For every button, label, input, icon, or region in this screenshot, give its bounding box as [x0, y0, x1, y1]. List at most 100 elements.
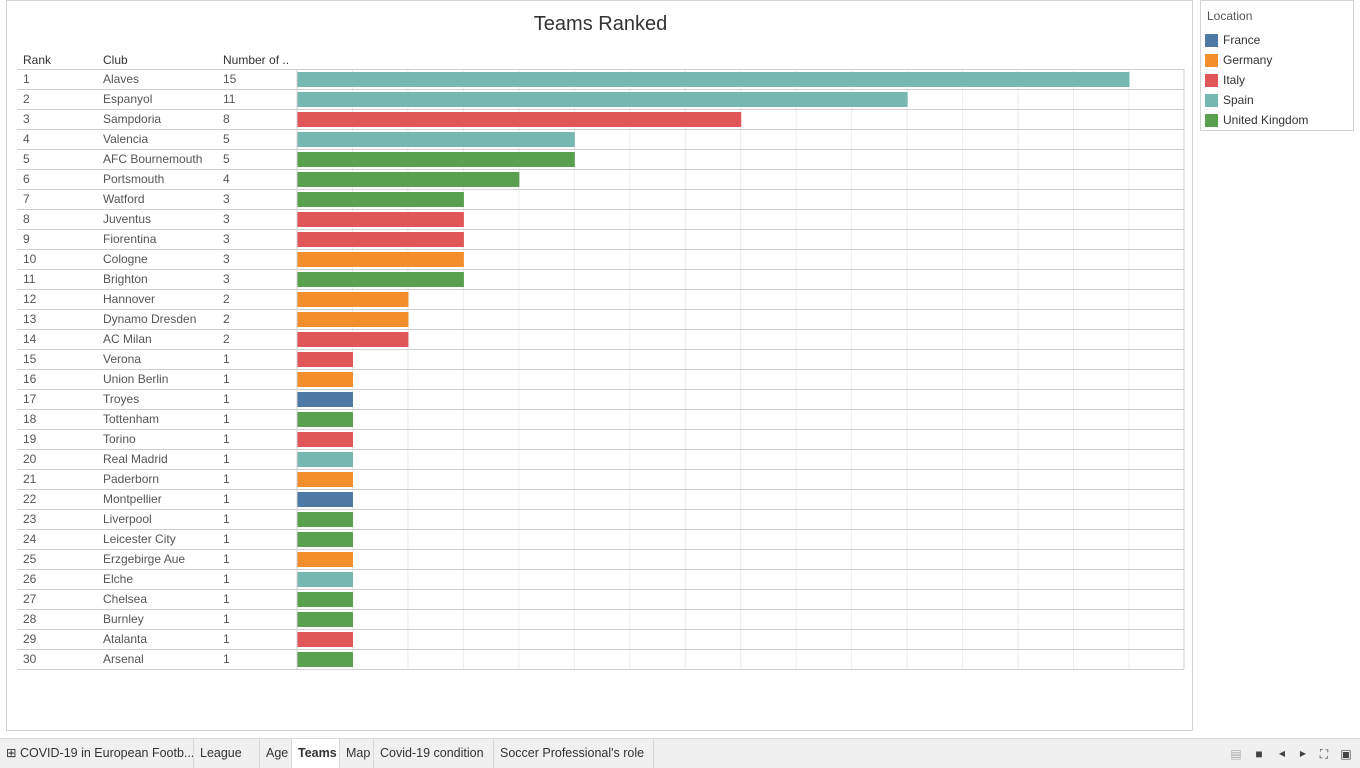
- bar[interactable]: [297, 232, 464, 247]
- value-label: 5: [223, 152, 230, 166]
- value-label: 1: [223, 452, 230, 466]
- bar[interactable]: [297, 532, 353, 547]
- tab-soccer-professional-s-role[interactable]: Soccer Professional's role: [494, 739, 654, 768]
- bar[interactable]: [297, 152, 575, 167]
- bar[interactable]: [297, 332, 409, 347]
- bar[interactable]: [297, 192, 464, 207]
- bar[interactable]: [297, 612, 353, 627]
- tab-age[interactable]: Age: [260, 739, 292, 768]
- bar[interactable]: [297, 92, 908, 107]
- bar[interactable]: [297, 572, 353, 587]
- value-label: 3: [223, 192, 230, 206]
- legend-swatch: [1205, 54, 1218, 67]
- bar[interactable]: [297, 292, 409, 307]
- tab-covid-19-condition[interactable]: Covid-19 condition: [374, 739, 494, 768]
- bar[interactable]: [297, 652, 353, 667]
- tabs-view-icon[interactable]: ■: [1255, 747, 1263, 761]
- legend-swatch: [1205, 34, 1218, 47]
- tab-teams[interactable]: Teams: [292, 739, 340, 768]
- legend-label: Italy: [1223, 73, 1246, 87]
- bar[interactable]: [297, 412, 353, 427]
- bar[interactable]: [297, 272, 464, 287]
- rank-header[interactable]: Rank: [23, 53, 52, 67]
- legend-item-france[interactable]: France: [1205, 33, 1351, 49]
- bar[interactable]: [297, 112, 742, 127]
- bar[interactable]: [297, 632, 353, 647]
- bar[interactable]: [297, 172, 520, 187]
- tab-map[interactable]: Map: [340, 739, 374, 768]
- club-label: Arsenal: [103, 652, 144, 666]
- previous-sheet-icon[interactable]: ◀: [1278, 749, 1286, 758]
- club-label: AFC Bournemouth: [103, 152, 202, 166]
- tab-label: Covid-19 condition: [380, 746, 484, 760]
- legend-swatch: [1205, 94, 1218, 107]
- legend-item-united-kingdom[interactable]: United Kingdom: [1205, 113, 1351, 129]
- club-label: Burnley: [103, 612, 144, 626]
- rank-label: 17: [23, 392, 37, 406]
- bar[interactable]: [297, 592, 353, 607]
- rank-label: 18: [23, 412, 37, 426]
- rank-label: 28: [23, 612, 37, 626]
- value-label: 15: [223, 72, 237, 86]
- bar[interactable]: [297, 212, 464, 227]
- legend-item-spain[interactable]: Spain: [1205, 93, 1351, 109]
- value-label: 1: [223, 632, 230, 646]
- value-label: 1: [223, 372, 230, 386]
- filmstrip-view-icon[interactable]: ▤: [1230, 747, 1242, 761]
- value-label: 1: [223, 432, 230, 446]
- club-label: Chelsea: [103, 592, 147, 606]
- legend-label: France: [1223, 33, 1261, 47]
- value-label: 1: [223, 512, 230, 526]
- bar[interactable]: [297, 352, 353, 367]
- rank-label: 13: [23, 312, 37, 326]
- count-header[interactable]: Number of ..: [223, 53, 290, 67]
- tab-label: Soccer Professional's role: [500, 746, 645, 760]
- tab-label: COVID-19 in European Footb...: [19, 746, 194, 760]
- rank-label: 9: [23, 232, 30, 246]
- presentation-mode-icon[interactable]: ▣: [1340, 747, 1352, 761]
- bar[interactable]: [297, 72, 1130, 87]
- value-label: 1: [223, 532, 230, 546]
- value-label: 3: [223, 232, 230, 246]
- rank-label: 19: [23, 432, 37, 446]
- rank-label: 22: [23, 492, 37, 506]
- rank-label: 11: [23, 272, 36, 286]
- bar[interactable]: [297, 252, 464, 267]
- tab-label: Teams: [298, 746, 337, 760]
- bar[interactable]: [297, 552, 353, 567]
- bar[interactable]: [297, 132, 575, 147]
- chart-panel: Teams Ranked Rank Club Number of .. 1 Ala…: [6, 0, 1193, 731]
- legend-item-italy[interactable]: Italy: [1205, 73, 1351, 89]
- bar[interactable]: [297, 492, 353, 507]
- bar[interactable]: [297, 452, 353, 467]
- sheet-tab-bar: ⊞ COVID-19 in European Footb... League Age…: [0, 738, 1360, 768]
- next-sheet-icon[interactable]: ▶: [1299, 749, 1307, 758]
- value-label: 8: [223, 112, 230, 126]
- club-label: Dynamo Dresden: [103, 312, 196, 326]
- legend-item-germany[interactable]: Germany: [1205, 53, 1351, 69]
- bar[interactable]: [297, 432, 353, 447]
- tab-covid-19-in-european-footb[interactable]: ⊞ COVID-19 in European Footb...: [0, 739, 194, 768]
- tab-label: League: [200, 746, 242, 760]
- fit-icon[interactable]: ⛶: [1319, 747, 1329, 761]
- rank-label: 7: [23, 192, 30, 206]
- rank-label: 15: [23, 352, 37, 366]
- club-label: Verona: [103, 352, 141, 366]
- bar[interactable]: [297, 392, 353, 407]
- value-label: 3: [223, 212, 230, 226]
- value-label: 3: [223, 252, 230, 266]
- tab-label: Map: [346, 746, 371, 760]
- tab-league[interactable]: League: [194, 739, 260, 768]
- value-label: 1: [223, 552, 230, 566]
- club-label: Leicester City: [103, 532, 176, 546]
- club-header[interactable]: Club: [103, 53, 128, 67]
- bar[interactable]: [297, 312, 409, 327]
- value-label: 2: [223, 312, 230, 326]
- bar[interactable]: [297, 472, 353, 487]
- bar[interactable]: [297, 512, 353, 527]
- bar[interactable]: [297, 372, 353, 387]
- rank-label: 4: [23, 132, 30, 146]
- value-label: 1: [223, 592, 230, 606]
- legend-title: Location: [1207, 9, 1253, 23]
- rank-label: 21: [23, 472, 37, 486]
